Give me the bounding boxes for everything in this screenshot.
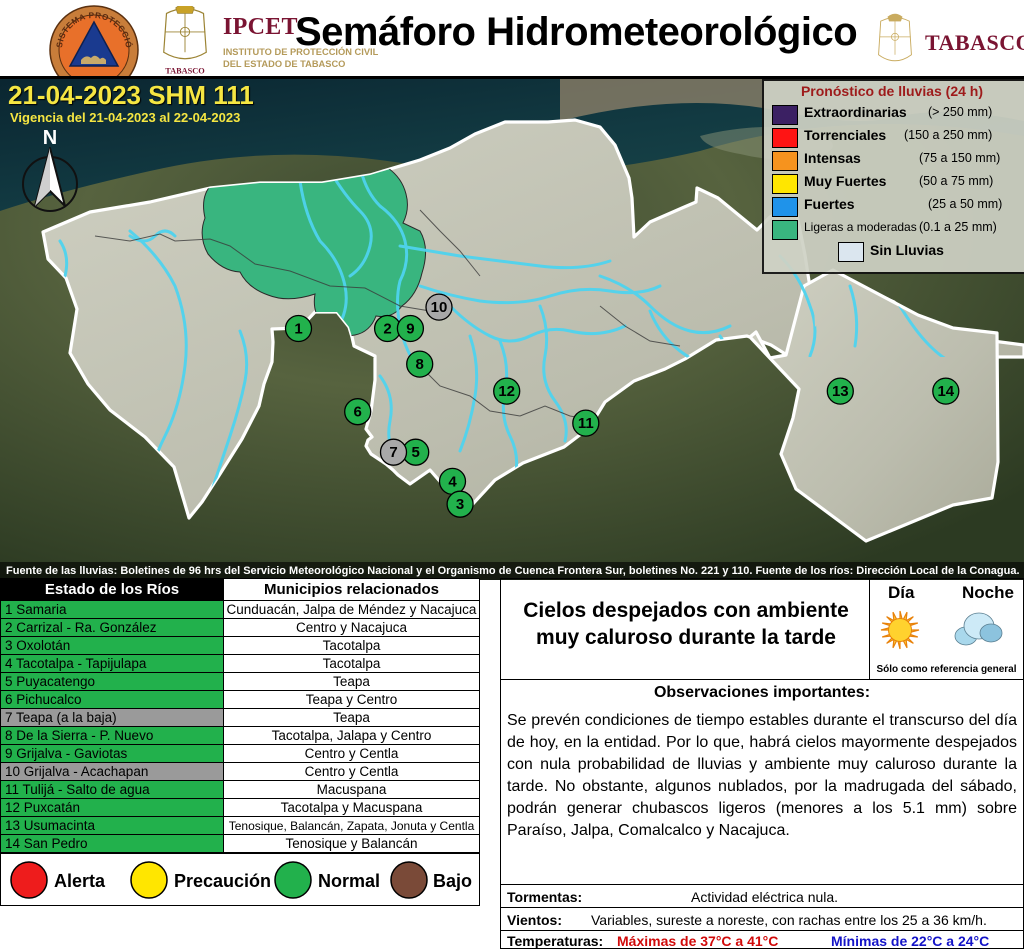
svg-text:Normal: Normal bbox=[318, 871, 380, 891]
svg-text:Alerta: Alerta bbox=[54, 871, 106, 891]
svg-text:4: 4 bbox=[448, 473, 457, 490]
svg-text:5: 5 bbox=[412, 444, 420, 461]
svg-text:3: 3 bbox=[456, 496, 464, 513]
svg-text:TABASCO: TABASCO bbox=[165, 67, 205, 76]
svg-text:6: 6 bbox=[354, 404, 362, 421]
svg-text:8: 8 bbox=[416, 356, 424, 373]
svg-text:10: 10 bbox=[431, 299, 448, 316]
svg-text:N: N bbox=[43, 127, 57, 149]
svg-text:13: 13 bbox=[832, 383, 849, 400]
svg-text:11: 11 bbox=[578, 415, 594, 432]
svg-text:2: 2 bbox=[383, 321, 391, 338]
svg-text:Precaución: Precaución bbox=[174, 871, 271, 891]
svg-text:12: 12 bbox=[498, 383, 515, 400]
svg-text:1: 1 bbox=[294, 321, 302, 338]
svg-text:7: 7 bbox=[389, 444, 397, 461]
svg-text:14: 14 bbox=[937, 383, 954, 400]
svg-text:Bajo: Bajo bbox=[433, 871, 472, 891]
svg-text:9: 9 bbox=[406, 321, 414, 338]
